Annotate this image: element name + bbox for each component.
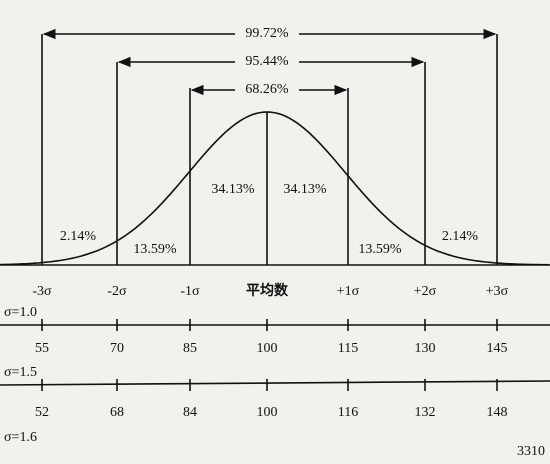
span-label-bg — [235, 80, 299, 100]
scale-value: 148 — [487, 405, 508, 420]
scale-value: 145 — [487, 341, 508, 356]
span-label: 99.72% — [245, 26, 289, 41]
region-label: 2.14% — [442, 229, 479, 244]
scale-label: σ=1.0 — [4, 305, 37, 320]
sigma-label: -1σ — [180, 284, 200, 299]
span-label: 68.26% — [245, 82, 289, 97]
sigma-label: +2σ — [414, 284, 437, 299]
region-label: 34.13% — [211, 182, 255, 197]
scale-value: 68 — [110, 405, 124, 420]
scale-value: 130 — [415, 341, 436, 356]
scale-value: 55 — [35, 341, 49, 356]
region-label: 13.59% — [358, 242, 402, 257]
span-label-bg — [235, 52, 299, 72]
normal-curve — [0, 111, 550, 266]
sigma-label: +1σ — [337, 284, 360, 299]
sigma-label: -2σ — [107, 284, 127, 299]
region-label: 34.13% — [283, 182, 327, 197]
scale-label: σ=1.5 — [4, 365, 37, 380]
scale-line — [0, 380, 550, 386]
watermark: 3310 — [517, 444, 545, 459]
scale-value: 100 — [257, 341, 278, 356]
span-label-bg — [235, 24, 299, 44]
scale-value: 132 — [415, 405, 436, 420]
sigma-label: -3σ — [32, 284, 52, 299]
sigma-label: +3σ — [486, 284, 509, 299]
scale-value: 115 — [338, 341, 358, 356]
scale-value: 100 — [257, 405, 278, 420]
scale-label: σ=1.6 — [4, 430, 37, 445]
scale-value: 85 — [183, 341, 197, 356]
region-label: 13.59% — [133, 242, 177, 257]
scale-value: 52 — [35, 405, 49, 420]
region-label: 2.14% — [60, 229, 97, 244]
scale-value: 70 — [110, 341, 124, 356]
span-label: 95.44% — [245, 54, 289, 69]
sigma-label: 平均数 — [246, 282, 289, 299]
scale-value: 84 — [183, 405, 197, 420]
scale-value: 116 — [338, 405, 358, 420]
